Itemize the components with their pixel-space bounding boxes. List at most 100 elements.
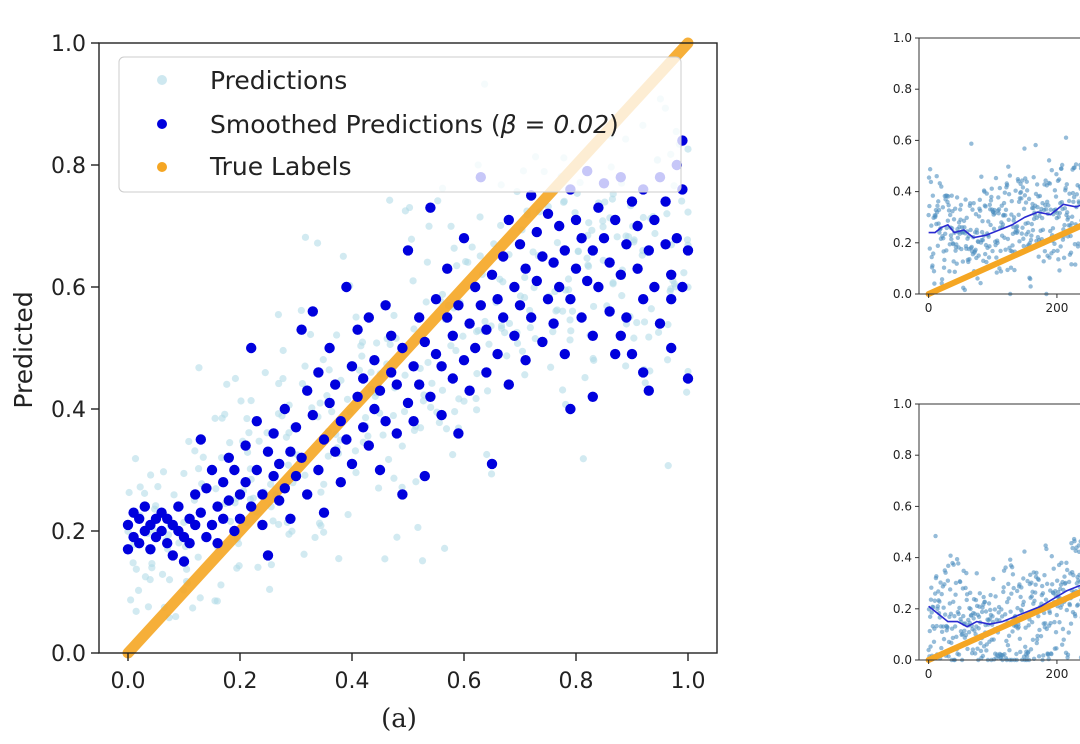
prediction-point-11 (132, 607, 140, 615)
prediction-point-171 (364, 432, 372, 440)
tr-point-271 (1030, 227, 1036, 233)
prediction-point-404 (664, 321, 672, 329)
smoothed-point-98 (397, 489, 408, 500)
br-point-88 (960, 631, 965, 637)
br-point-59 (949, 640, 954, 646)
br-point-333 (1054, 612, 1059, 618)
smoothed-point-182 (632, 263, 643, 274)
tr-point-317 (1048, 207, 1053, 212)
prediction-point-211 (416, 424, 425, 432)
prediction-point-249 (468, 243, 476, 251)
br-point-268 (1029, 594, 1034, 599)
x-tick-label-5: 1.0 (671, 669, 706, 694)
prediction-point-143 (320, 480, 328, 488)
tr-point-234 (1016, 212, 1021, 217)
prediction-point-218 (424, 358, 432, 367)
br-point-44 (943, 570, 948, 575)
br-point-79 (956, 652, 962, 657)
tr-point-332 (1054, 171, 1059, 177)
br-point-320 (1049, 554, 1054, 559)
prediction-point-197 (398, 483, 406, 491)
prediction-point-18 (144, 603, 153, 611)
br-point-101 (965, 646, 970, 652)
smoothed-point-119 (453, 300, 464, 311)
panel-caption: (a) (381, 704, 417, 734)
smoothed-point-65 (302, 489, 313, 500)
prediction-point-373 (651, 229, 659, 238)
tr-point-214 (1008, 265, 1014, 270)
br-point-121 (972, 651, 978, 656)
smoothed-point-194 (666, 269, 677, 280)
prediction-point-15 (147, 471, 155, 479)
br-point-57 (948, 553, 953, 558)
tr-point-53 (946, 208, 952, 213)
smoothed-point-24 (190, 489, 201, 500)
smoothed-point-207 (565, 403, 576, 415)
prediction-point-208 (409, 277, 417, 285)
smoothed-point-138 (509, 281, 520, 293)
prediction-point-295 (526, 306, 534, 315)
prediction-point-310 (553, 239, 562, 247)
tr-point-359 (1064, 182, 1070, 187)
prediction-point-162 (355, 366, 364, 374)
br-point-391 (1076, 549, 1080, 554)
tr-point-148 (983, 204, 988, 209)
smoothed-point-87 (363, 312, 374, 323)
smoothed-point-202 (666, 294, 677, 305)
br-point-139 (979, 609, 985, 615)
tr-point-1 (926, 175, 932, 180)
prediction-point-10 (140, 489, 149, 497)
smoothed-point-63 (296, 452, 307, 463)
prediction-point-49 (194, 465, 203, 473)
tr-point-29 (937, 181, 942, 186)
br-point-25 (936, 589, 941, 594)
tr-point-68 (952, 269, 957, 275)
tr-point-147 (983, 251, 988, 257)
tr-point-93 (962, 225, 967, 230)
br-point-305 (1043, 597, 1049, 602)
y-tick-label-2: 0.4 (51, 398, 86, 423)
smoothed-point-197 (671, 233, 682, 244)
br-point-55 (947, 601, 952, 606)
prediction-point-213 (418, 557, 427, 565)
prediction-point-260 (487, 470, 496, 478)
br-point-252 (1023, 625, 1028, 630)
br-y-tick-label-0: 0.0 (893, 653, 912, 667)
bottom-right-x-ticks: 0 200 (925, 660, 1068, 681)
tr-point-379 (1072, 165, 1077, 170)
smoothed-point-193 (660, 196, 671, 207)
x-tick-label-1: 0.2 (223, 669, 258, 694)
prediction-point-209 (422, 298, 430, 306)
smoothed-point-136 (503, 214, 514, 226)
prediction-point-85 (245, 429, 253, 437)
prediction-point-51 (191, 447, 199, 455)
prediction-point-248 (464, 258, 472, 266)
smoothed-point-112 (436, 409, 447, 421)
tr-point-35 (939, 277, 945, 282)
prediction-point-236 (451, 407, 459, 416)
br-point-238 (1018, 649, 1023, 655)
prediction-point-319 (566, 316, 574, 324)
prediction-point-240 (460, 397, 468, 405)
tr-point-66 (951, 217, 957, 222)
prediction-point-23 (152, 502, 160, 510)
br-point-288 (1037, 627, 1042, 633)
prediction-point-184 (386, 196, 394, 204)
prediction-point-257 (485, 340, 493, 348)
br-point-50 (945, 578, 951, 583)
br-point-20 (934, 574, 939, 579)
smoothed-point-71 (318, 507, 330, 518)
smoothed-point-113 (436, 361, 447, 372)
plot-frame (98, 42, 718, 654)
smoothed-point-120 (458, 355, 470, 366)
br-point-80 (957, 605, 962, 611)
prediction-point-375 (641, 379, 649, 387)
br-point-82 (957, 579, 963, 585)
prediction-point-29 (165, 576, 174, 584)
smoothed-point-68 (313, 464, 324, 476)
tr-point-54 (947, 269, 952, 274)
br-point-133 (977, 591, 983, 596)
smoothed-point-69 (313, 367, 324, 378)
tr-point-89 (960, 259, 966, 264)
prediction-point-324 (583, 254, 591, 262)
